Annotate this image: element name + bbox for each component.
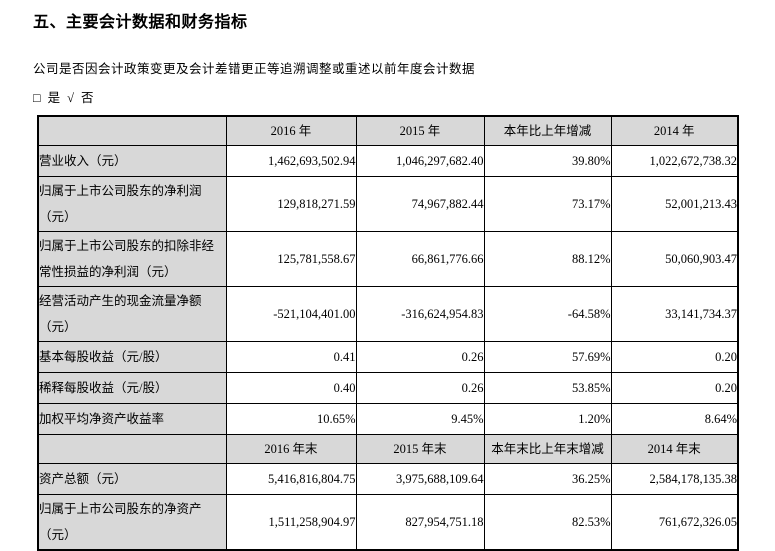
value-cell: 129,818,271.59 xyxy=(225,176,357,232)
value-cell: 10.65% xyxy=(225,403,357,435)
table-row: 归属于上市公司股东的扣除非经常性损益的净利润（元） 125,781,558.67 6… xyxy=(37,231,739,287)
header-cell: 2016 年 xyxy=(225,115,357,146)
value-cell: 0.41 xyxy=(225,341,357,373)
financial-indicators-table: 2016 年 2015 年本年比上年增减 2014 年营业收入（元） 1,462,69… xyxy=(37,115,739,551)
year-end-header-row: 2016 年末 2015 年末 本年末比上年末增减 2014 年末 xyxy=(37,434,739,464)
value-cell: 73.17% xyxy=(483,176,612,232)
value-cell: 52,001,213.43 xyxy=(610,176,739,232)
header-cell: 2015 年末 xyxy=(355,434,485,464)
value-cell: 50,060,903.47 xyxy=(610,231,739,287)
value-cell: 74,967,882.44 xyxy=(355,176,485,232)
row-label-cell: 归属于上市公司股东的扣除非经常性损益的净利润（元） xyxy=(37,231,227,287)
unchecked-box-icon: □ xyxy=(33,91,42,105)
value-cell: 0.40 xyxy=(225,372,357,404)
table-row: 归属于上市公司股东的净资产（元） 1,511,258,904.97 827,954,… xyxy=(37,494,739,551)
value-cell: 8.64% xyxy=(610,403,739,435)
row-label-cell: 稀释每股收益（元/股） xyxy=(37,372,227,404)
value-cell: 1.20% xyxy=(483,403,612,435)
check-icon: √ xyxy=(67,91,75,105)
header-cell: 2014 年末 xyxy=(610,434,739,464)
value-cell: 9.45% xyxy=(355,403,485,435)
value-cell: 1,046,297,682.40 xyxy=(355,145,485,177)
value-cell: -521,104,401.00 xyxy=(225,286,357,342)
header-cell: 2016 年末 xyxy=(225,434,357,464)
table-row: 资产总额（元） 5,416,816,804.75 3,975,688,109.64 3… xyxy=(37,463,739,495)
row-label-cell: 归属于上市公司股东的净资产（元） xyxy=(37,494,227,551)
table-row: 基本每股收益（元/股） 0.41 0.26 57.69% 0.20 xyxy=(37,341,739,373)
restatement-question: 公司是否因会计政策变更及会计差错更正等追溯调整或重述以前年度会计数据 xyxy=(33,62,476,76)
value-cell: 761,672,326.05 xyxy=(610,494,739,551)
value-cell: 0.26 xyxy=(355,341,485,373)
value-cell: 125,781,558.67 xyxy=(225,231,357,287)
header-empty-cell xyxy=(37,115,227,146)
value-cell: 5,416,816,804.75 xyxy=(225,463,357,495)
value-cell: 0.20 xyxy=(610,372,739,404)
value-cell: 57.69% xyxy=(483,341,612,373)
table-row: 归属于上市公司股东的净利润（元） 129,818,271.59 74,967,882… xyxy=(37,176,739,232)
table-row: 营业收入（元） 1,462,693,502.94 1,046,297,682.40 3… xyxy=(37,145,739,177)
value-cell: 33,141,734.37 xyxy=(610,286,739,342)
header-cell: 本年比上年增减 xyxy=(483,115,612,146)
yes-no-line: □ 是 √ 否 xyxy=(33,87,775,106)
row-label-cell: 经营活动产生的现金流量净额（元） xyxy=(37,286,227,342)
header-cell: 2014 年 xyxy=(610,115,739,146)
year-header-row: 2016 年 2015 年本年比上年增减 2014 年 xyxy=(37,115,739,146)
value-cell: 827,954,751.18 xyxy=(355,494,485,551)
value-cell: 1,022,672,738.32 xyxy=(610,145,739,177)
value-cell: 88.12% xyxy=(483,231,612,287)
table-row: 稀释每股收益（元/股） 0.40 0.26 53.85% 0.20 xyxy=(37,372,739,404)
header-empty-cell xyxy=(37,434,227,464)
value-cell: -64.58% xyxy=(483,286,612,342)
row-label-cell: 加权平均净资产收益率 xyxy=(37,403,227,435)
value-cell: 2,584,178,135.38 xyxy=(610,463,739,495)
value-cell: 66,861,776.66 xyxy=(355,231,485,287)
value-cell: 3,975,688,109.64 xyxy=(355,463,485,495)
header-cell: 2015 年 xyxy=(355,115,485,146)
value-cell: 53.85% xyxy=(483,372,612,404)
value-cell: 0.26 xyxy=(355,372,485,404)
value-cell: -316,624,954.83 xyxy=(355,286,485,342)
page-title: 五、主要会计数据和财务指标 xyxy=(33,14,248,31)
header-cell: 本年末比上年末增减 xyxy=(483,434,612,464)
value-cell: 39.80% xyxy=(483,145,612,177)
value-cell: 0.20 xyxy=(610,341,739,373)
row-label-cell: 营业收入（元） xyxy=(37,145,227,177)
value-cell: 1,511,258,904.97 xyxy=(225,494,357,551)
table-row: 加权平均净资产收益率 10.65% 9.45% 1.20% 8.64% xyxy=(37,403,739,435)
table-row: 经营活动产生的现金流量净额（元） -521,104,401.00 -316,624,… xyxy=(37,286,739,342)
row-label-cell: 资产总额（元） xyxy=(37,463,227,495)
no-label: 否 xyxy=(80,91,95,105)
yes-label: 是 xyxy=(47,91,62,105)
row-label-cell: 基本每股收益（元/股） xyxy=(37,341,227,373)
value-cell: 36.25% xyxy=(483,463,612,495)
value-cell: 1,462,693,502.94 xyxy=(225,145,357,177)
value-cell: 82.53% xyxy=(483,494,612,551)
row-label-cell: 归属于上市公司股东的净利润（元） xyxy=(37,176,227,232)
